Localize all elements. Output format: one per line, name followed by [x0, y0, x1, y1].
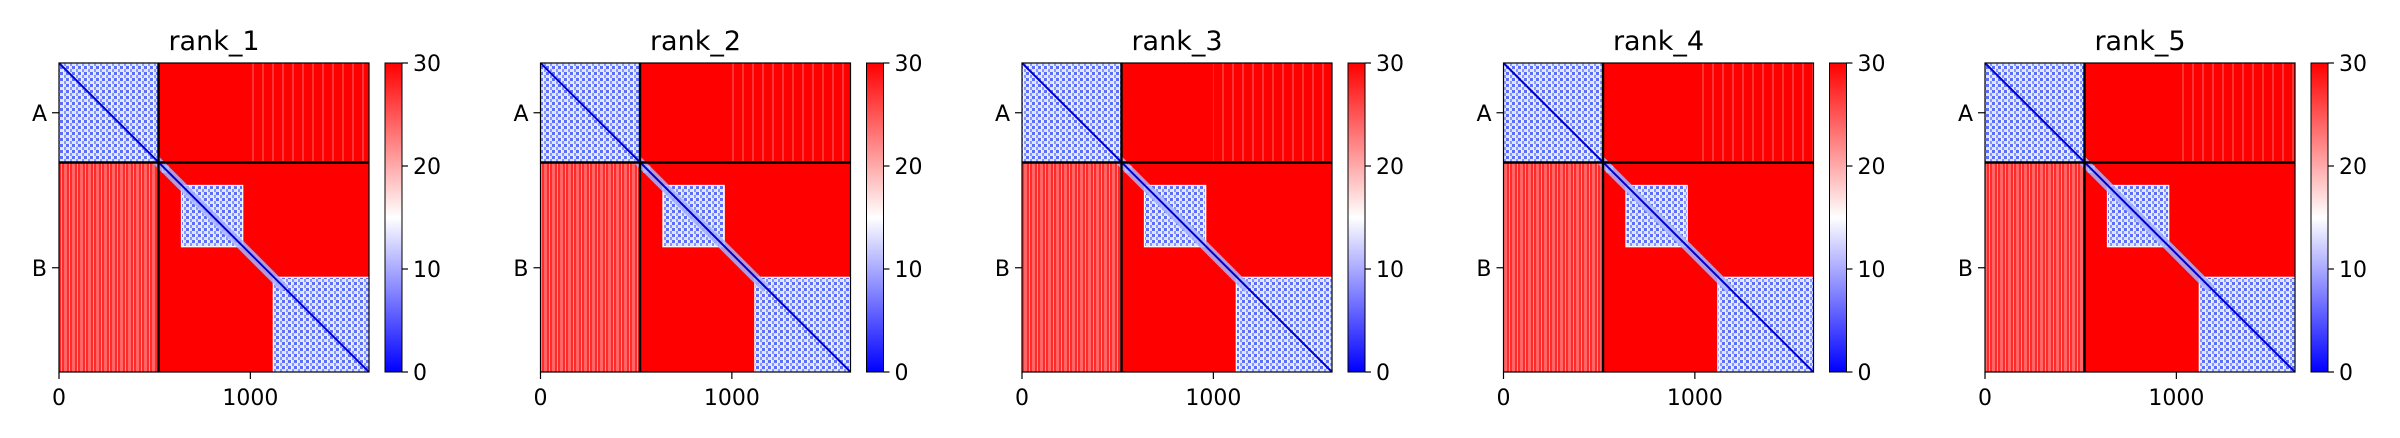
interchain-block [2176, 63, 2295, 163]
domain-outline [2198, 276, 2295, 372]
y-tick-label: B [1476, 257, 1491, 282]
plot-frame [1021, 62, 1333, 373]
heatmap-area [59, 63, 369, 372]
y-tick-label: B [995, 257, 1010, 282]
chart-title: rank_5 [2094, 26, 2185, 57]
y-tick-label: A [1476, 102, 1491, 127]
heatmap-panel: rank_1 0 1000 A B 0 10 20 30 [32, 26, 441, 411]
heatmap-panel: rank_2 0 1000 A B 0 10 20 30 [513, 26, 922, 411]
colorbar-tick-label: 0 [2339, 361, 2353, 386]
colorbar-frame [1347, 62, 1366, 373]
interchain-block [59, 162, 159, 372]
diagonal-line [1985, 63, 2295, 372]
colorbar-tick-label: 30 [1376, 52, 1404, 77]
y-tick-label: A [513, 102, 528, 127]
interchain-block [1503, 162, 1604, 372]
colorbar-tick-label: 20 [2339, 155, 2367, 180]
domain-outline [1625, 184, 1688, 248]
domain-outline [180, 184, 244, 248]
colorbar-frame [866, 62, 884, 373]
colorbar-frame [2310, 62, 2329, 373]
heatmap-area [1503, 63, 1814, 372]
x-tick-label: 1000 [2148, 386, 2204, 411]
colorbar-tick-label: 20 [1858, 155, 1886, 180]
y-tick-label: A [995, 102, 1010, 127]
x-tick-label: 1000 [222, 386, 278, 411]
colorbar-tick-label: 20 [1376, 155, 1404, 180]
domain-outline [2106, 184, 2170, 248]
x-tick-label: 0 [1015, 386, 1029, 411]
colorbar-tick-label: 30 [1858, 52, 1886, 77]
domain-outline [1235, 276, 1332, 372]
colorbar [2311, 63, 2328, 372]
x-tick-label: 0 [534, 386, 548, 411]
x-tick-label: 1000 [704, 386, 760, 411]
domain-outline [662, 184, 725, 248]
colorbar-tick-label: 0 [1858, 361, 1872, 386]
interchain-block [731, 63, 851, 163]
diagonal-line [1503, 63, 1814, 372]
y-tick-label: B [513, 257, 528, 282]
colorbar-frame [384, 62, 403, 373]
colorbar [1348, 63, 1365, 372]
heatmap-panel: rank_5 0 1000 A B 0 10 20 30 [1958, 26, 2367, 411]
heatmap-area [1022, 63, 1332, 372]
diagonal-line [59, 63, 369, 372]
colorbar-tick-label: 10 [1376, 258, 1404, 283]
heatmap-area [540, 63, 851, 372]
interchain-block [1694, 63, 1814, 163]
domain-outline [1143, 184, 1207, 248]
colorbar-tick-label: 10 [413, 258, 441, 283]
x-tick-label: 0 [52, 386, 66, 411]
plot-frame [539, 62, 852, 373]
colorbar-tick-label: 30 [2339, 52, 2367, 77]
colorbar-tick-label: 20 [413, 155, 441, 180]
colorbar-frame [1829, 62, 1847, 373]
colorbar-tick-label: 0 [895, 361, 909, 386]
diagonal-line [540, 63, 851, 372]
diagonal-line [1022, 63, 1332, 372]
interchain-block [250, 63, 369, 163]
colorbar [385, 63, 402, 372]
colorbar-tick-label: 30 [895, 52, 923, 77]
colorbar-tick-label: 10 [2339, 258, 2367, 283]
chart-title: rank_1 [168, 26, 259, 57]
colorbar-tick-label: 0 [1376, 361, 1390, 386]
colorbar [1829, 63, 1847, 372]
interchain-block [1213, 63, 1332, 163]
x-tick-label: 1000 [1185, 386, 1241, 411]
colorbar-tick-label: 0 [413, 361, 427, 386]
x-tick-label: 0 [1497, 386, 1511, 411]
x-tick-label: 0 [1978, 386, 1992, 411]
heatmap-panel: rank_4 0 1000 A B 0 10 20 30 [1476, 26, 1885, 411]
domain-outline [272, 276, 369, 372]
plot-frame [58, 62, 370, 373]
plot-frame [1984, 62, 2296, 373]
x-tick-label: 1000 [1667, 386, 1723, 411]
colorbar-tick-label: 10 [1858, 258, 1886, 283]
y-tick-label: B [1958, 257, 1973, 282]
heatmap-panel: rank_3 0 1000 A B 0 10 20 30 [995, 26, 1404, 411]
colorbar [866, 63, 884, 372]
domain-outline [1717, 276, 1814, 372]
chart-title: rank_2 [650, 26, 741, 57]
colorbar-tick-label: 10 [895, 258, 923, 283]
y-tick-label: B [32, 257, 47, 282]
colorbar-tick-label: 30 [413, 52, 441, 77]
plot-frame [1502, 62, 1815, 373]
interchain-block [1985, 162, 2085, 372]
heatmap-area [1985, 63, 2295, 372]
domain-outline [754, 276, 851, 372]
colorbar-tick-label: 20 [895, 155, 923, 180]
interchain-block [540, 162, 641, 372]
interchain-block [1022, 162, 1122, 372]
y-tick-label: A [1958, 102, 1973, 127]
chart-title: rank_4 [1613, 26, 1704, 57]
y-tick-label: A [32, 102, 47, 127]
chart-title: rank_3 [1131, 26, 1222, 57]
